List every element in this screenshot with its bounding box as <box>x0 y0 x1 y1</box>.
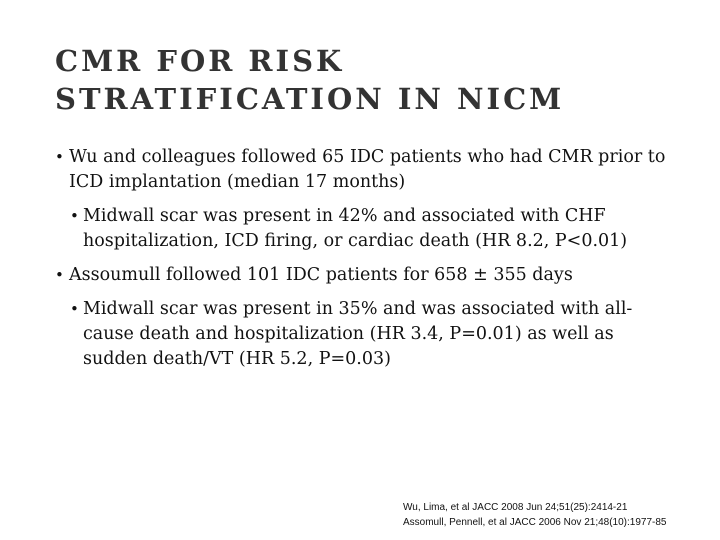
bullet-text: Wu and colleagues followed 65 IDC patien… <box>69 147 666 192</box>
bullet-text: Assoumull followed 101 IDC patients for … <box>69 265 573 285</box>
reference: Assomull, Pennell, et al JACC 2006 Nov 2… <box>403 517 667 528</box>
bullet-item: • Midwall scar was present in 42% and ass… <box>70 206 628 251</box>
bullet-text: Midwall scar was present in 35% and was … <box>83 299 633 369</box>
title-line: STRATIFICATION IN NICM <box>55 82 565 116</box>
reference: Wu, Lima, et al JACC 2008 Jun 24;51(25):… <box>403 502 628 513</box>
references: Wu, Lima, et al JACC 2008 Jun 24;51(25):… <box>403 500 666 530</box>
title-line: CMR FOR RISK <box>55 44 345 78</box>
bullet-item: • Midwall scar was present in 35% and was… <box>70 299 633 369</box>
slide-title: CMR FOR RISK STRATIFICATION IN NICM <box>55 42 564 118</box>
bullet-list: • Wu and colleagues followed 65 IDC patie… <box>55 145 675 381</box>
bullet-text: Midwall scar was present in 42% and asso… <box>83 206 628 251</box>
bullet-item: • Wu and colleagues followed 65 IDC patie… <box>55 147 666 192</box>
bullet-item: • Assoumull followed 101 IDC patients for… <box>55 265 573 285</box>
